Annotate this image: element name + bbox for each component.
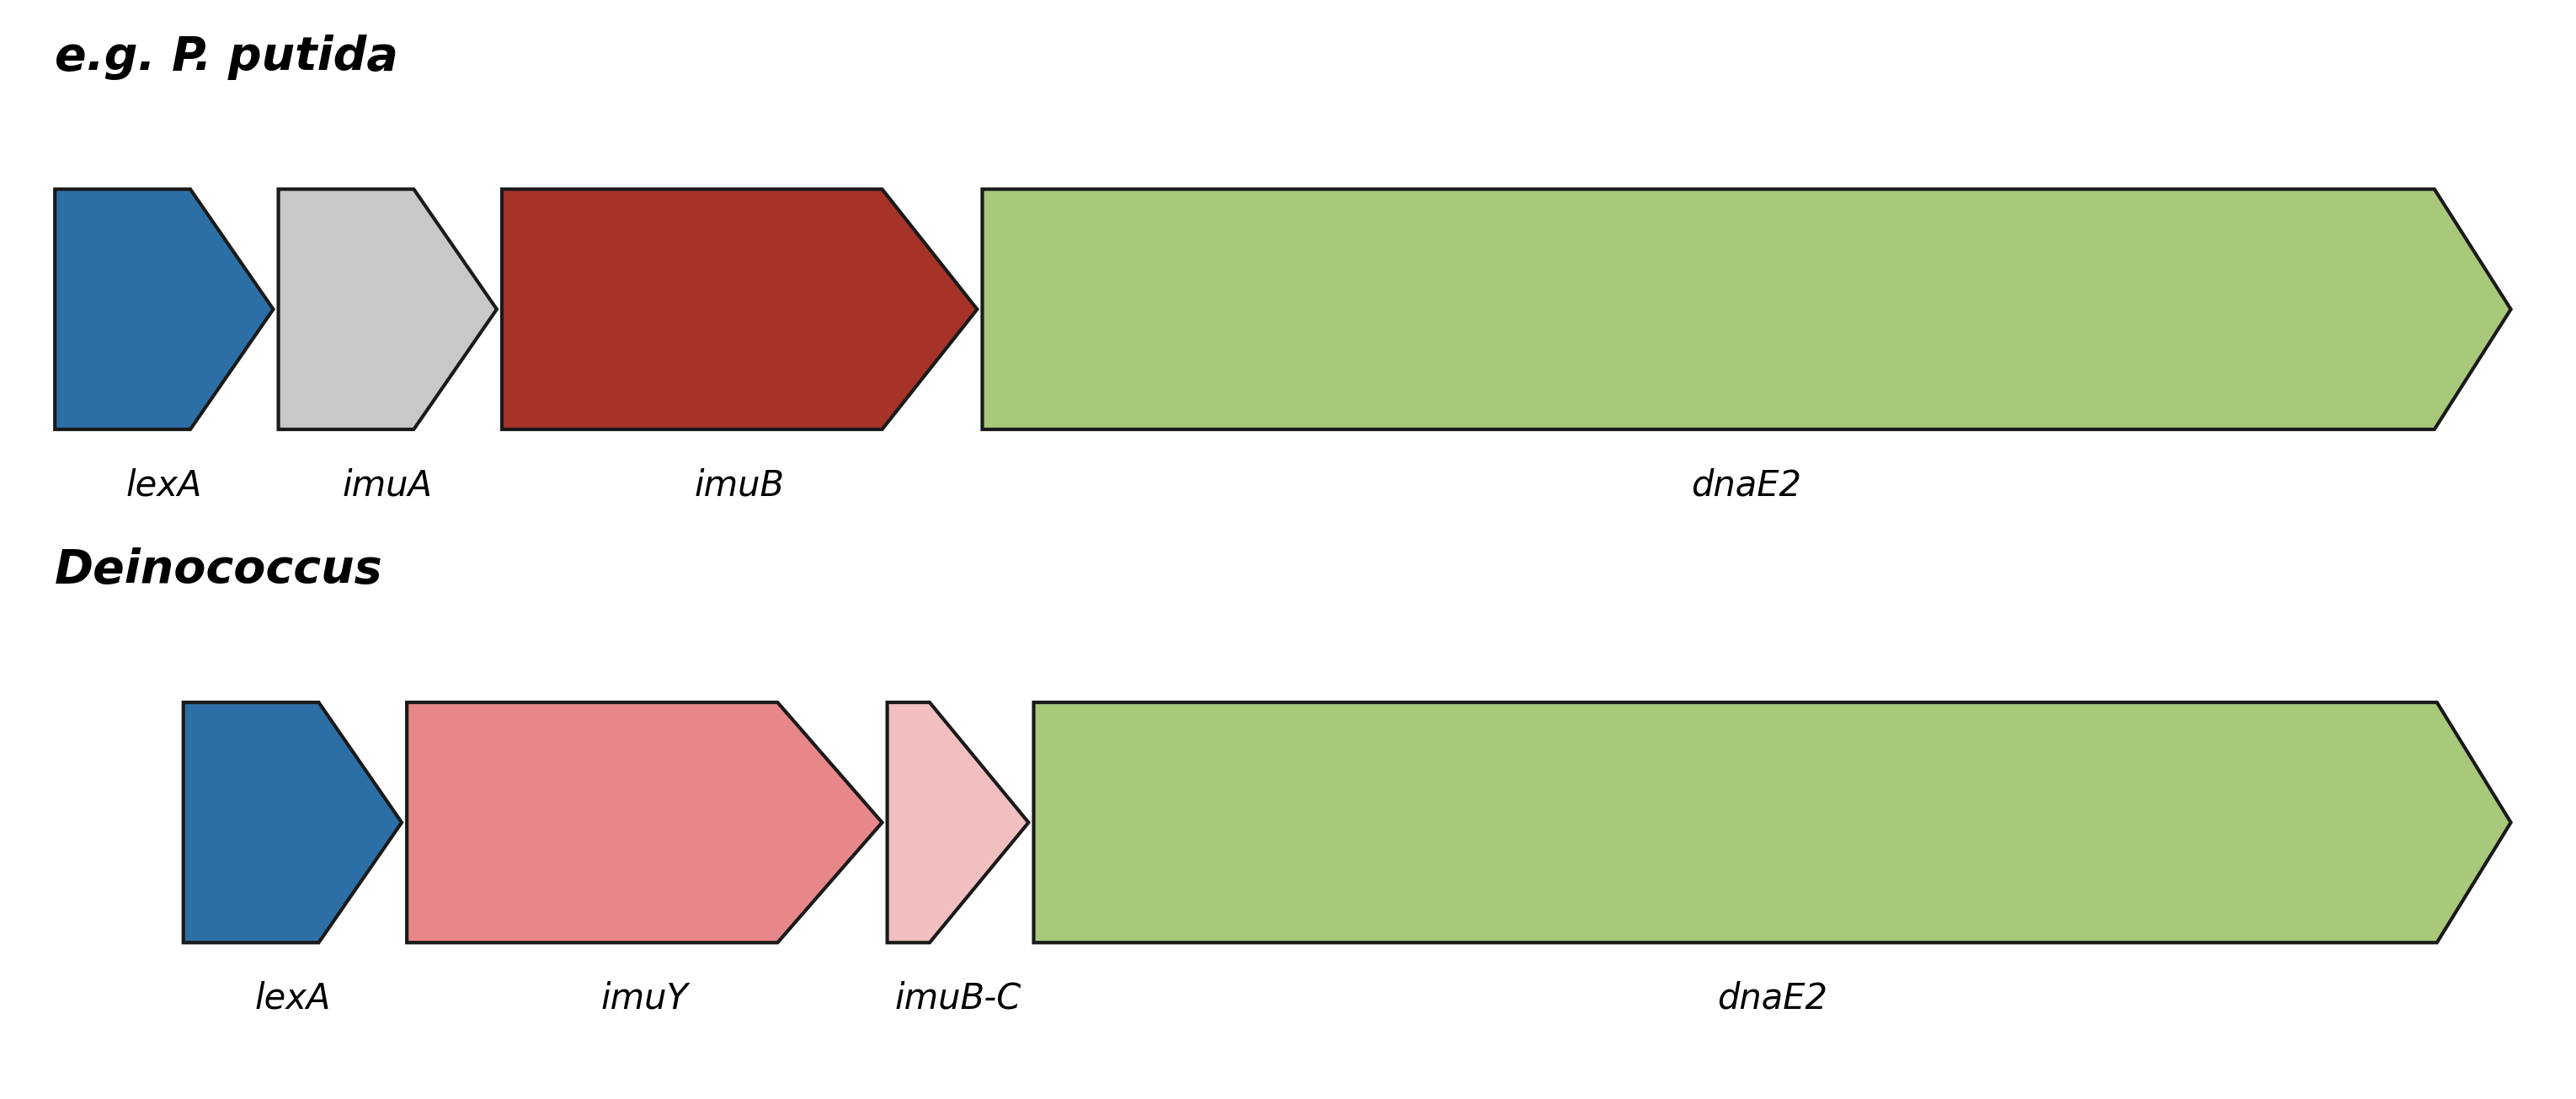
Polygon shape bbox=[502, 189, 976, 430]
Text: imuB-C: imuB-C bbox=[894, 980, 1020, 1017]
Polygon shape bbox=[407, 702, 881, 943]
Polygon shape bbox=[54, 189, 273, 430]
Text: imuY: imuY bbox=[600, 980, 688, 1017]
Text: dnaE2: dnaE2 bbox=[1718, 980, 1826, 1017]
Text: Deinococcus: Deinococcus bbox=[54, 547, 384, 593]
Polygon shape bbox=[278, 189, 497, 430]
Text: lexA: lexA bbox=[255, 980, 330, 1017]
Text: imuB: imuB bbox=[696, 467, 786, 503]
Text: imuA: imuA bbox=[343, 467, 433, 503]
Polygon shape bbox=[981, 189, 2512, 430]
Polygon shape bbox=[1033, 702, 2512, 943]
Polygon shape bbox=[886, 702, 1028, 943]
Text: e.g. P. putida: e.g. P. putida bbox=[54, 34, 399, 80]
Text: lexA: lexA bbox=[126, 467, 201, 503]
Text: dnaE2: dnaE2 bbox=[1692, 467, 1801, 503]
Polygon shape bbox=[183, 702, 402, 943]
